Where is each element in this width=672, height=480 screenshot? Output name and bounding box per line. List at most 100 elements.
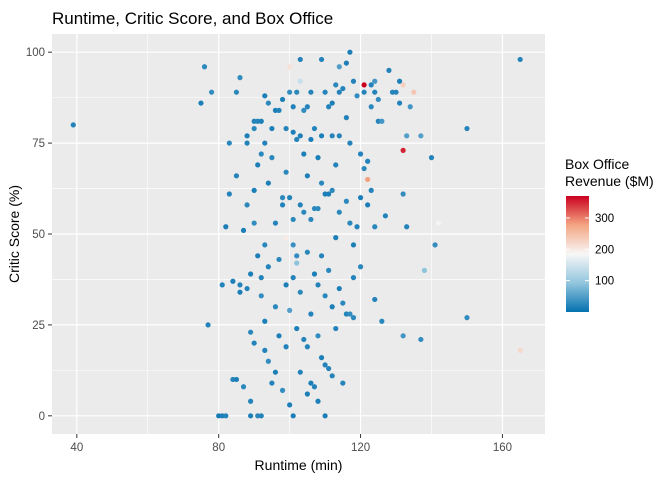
data-point	[315, 333, 321, 339]
data-point	[318, 355, 325, 361]
data-point	[357, 151, 364, 157]
x-axis-ticks: 40 80 120 160	[70, 434, 512, 454]
data-point	[251, 220, 257, 226]
data-point	[301, 151, 307, 157]
data-point	[333, 162, 339, 168]
data-point	[343, 198, 349, 204]
data-point	[347, 140, 353, 146]
data-point	[361, 165, 367, 172]
data-point	[333, 82, 339, 88]
data-point	[290, 275, 296, 281]
data-point	[386, 67, 392, 73]
data-point	[290, 104, 296, 110]
x-tick-label: 160	[493, 442, 512, 454]
data-point	[258, 275, 264, 281]
data-point	[258, 293, 264, 299]
y-axis-title: Critic Score (%)	[6, 185, 22, 283]
data-point	[297, 133, 303, 139]
data-point	[365, 202, 371, 208]
data-point	[464, 315, 470, 321]
data-point	[329, 373, 335, 379]
data-point	[318, 56, 325, 63]
data-point	[361, 82, 367, 88]
data-point	[290, 242, 296, 248]
data-point	[265, 100, 271, 106]
data-point	[244, 285, 250, 292]
data-point	[400, 191, 406, 197]
data-point	[318, 180, 325, 186]
data-point	[435, 220, 442, 226]
data-point	[240, 227, 247, 233]
data-point	[318, 253, 325, 259]
x-tick-label: 40	[70, 442, 83, 454]
data-point	[404, 133, 410, 139]
y-tick-label: 25	[32, 320, 45, 332]
data-point	[287, 402, 293, 408]
data-point	[226, 191, 232, 197]
data-point	[368, 104, 374, 110]
data-point	[279, 96, 286, 103]
data-point	[372, 224, 378, 230]
data-point	[315, 282, 321, 288]
legend-title-line-1: Box Office	[565, 156, 630, 172]
data-point	[223, 224, 229, 230]
data-point	[411, 89, 417, 95]
data-point	[350, 78, 357, 84]
data-point	[258, 413, 264, 419]
data-point	[290, 129, 296, 135]
data-point	[357, 264, 364, 270]
data-point	[301, 107, 307, 113]
data-point	[272, 369, 279, 375]
data-point	[294, 325, 300, 332]
data-point	[396, 100, 403, 106]
data-points	[70, 49, 523, 419]
data-point	[336, 285, 342, 292]
data-point	[432, 242, 438, 248]
data-point	[297, 369, 303, 375]
data-point	[304, 104, 310, 110]
data-point	[379, 318, 385, 324]
data-point	[262, 93, 268, 99]
data-point	[244, 140, 250, 146]
data-point	[315, 205, 321, 212]
y-tick-label: 100	[26, 47, 45, 59]
data-point	[248, 271, 254, 277]
legend-tick-label: 200	[595, 244, 614, 256]
data-point	[251, 187, 257, 193]
y-axis-ticks: 0 25 50 75 100	[26, 47, 52, 423]
data-point	[279, 202, 286, 208]
data-point	[326, 267, 332, 273]
data-point	[365, 176, 371, 183]
y-tick-label: 50	[32, 229, 45, 241]
data-point	[308, 216, 314, 223]
y-tick-label: 75	[32, 138, 45, 150]
data-point	[237, 75, 243, 81]
data-point	[365, 158, 371, 164]
data-point	[350, 275, 357, 281]
data-point	[223, 413, 229, 419]
data-point	[329, 304, 335, 310]
data-point	[279, 195, 286, 201]
data-point	[276, 107, 282, 113]
data-point	[315, 398, 321, 404]
data-point	[237, 282, 243, 288]
data-point	[347, 220, 353, 226]
data-point	[372, 78, 378, 84]
data-point	[258, 151, 264, 157]
data-point	[272, 220, 279, 226]
data-point	[350, 315, 357, 321]
data-point	[311, 271, 318, 277]
data-point	[283, 235, 289, 241]
data-point	[329, 100, 335, 106]
data-point	[322, 293, 328, 299]
data-point	[262, 242, 268, 248]
data-point	[248, 398, 254, 404]
data-point	[333, 325, 339, 332]
data-point	[400, 82, 406, 88]
data-point	[265, 264, 271, 270]
data-point	[400, 333, 406, 339]
data-point	[233, 89, 240, 95]
data-point	[350, 242, 357, 248]
legend: Box Office Revenue ($M) 100 200 300	[565, 156, 654, 312]
